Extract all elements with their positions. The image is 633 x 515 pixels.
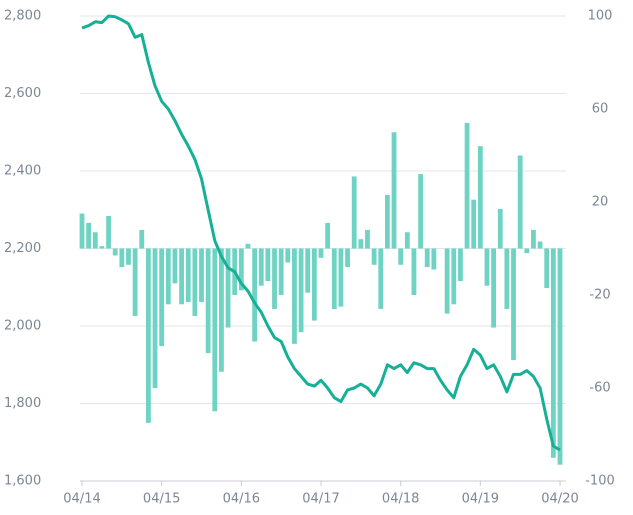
bar	[398, 248, 404, 265]
bar	[531, 229, 536, 249]
bar	[371, 248, 377, 265]
bar	[272, 248, 277, 309]
y-tick-label: 2,600	[4, 86, 41, 101]
bar	[537, 241, 543, 249]
bar	[384, 195, 390, 249]
bar	[471, 199, 477, 249]
y2-tick-label: -20	[589, 288, 610, 303]
bar	[411, 248, 417, 295]
bar	[278, 248, 284, 295]
bar	[145, 248, 151, 423]
y2-tick-label: 100	[588, 9, 613, 24]
y2-tick-label: -100	[585, 474, 615, 489]
bar	[159, 248, 165, 347]
bar	[112, 248, 118, 256]
bar	[431, 248, 437, 270]
bar	[258, 248, 264, 286]
bar	[165, 248, 171, 305]
bar	[338, 248, 344, 307]
bar	[351, 176, 357, 249]
bar	[365, 229, 370, 249]
bar	[285, 248, 291, 263]
bar	[424, 248, 430, 268]
bar	[252, 248, 258, 342]
bar	[358, 239, 364, 249]
bar	[185, 248, 191, 302]
x-tick-label: 04/14	[63, 492, 100, 507]
bar	[219, 248, 224, 372]
bar	[325, 222, 331, 249]
bar	[418, 174, 423, 249]
bar	[458, 248, 463, 282]
bar	[504, 248, 510, 309]
bar	[477, 146, 483, 249]
x-tick-label: 04/16	[223, 492, 260, 507]
bar	[152, 248, 158, 388]
bar	[245, 243, 251, 249]
bar	[305, 248, 311, 293]
x-tick-label: 04/17	[302, 492, 339, 507]
bar	[192, 248, 198, 316]
x-tick-label: 04/18	[382, 492, 419, 507]
bar	[172, 248, 178, 284]
bar	[99, 246, 105, 249]
bar	[404, 232, 410, 249]
bar	[524, 248, 530, 254]
y-tick-label: 2,200	[4, 241, 41, 256]
bar	[79, 213, 85, 249]
bar	[205, 248, 211, 354]
y2-tick-label: 20	[592, 195, 609, 210]
x-tick-label: 04/20	[541, 492, 578, 507]
bar	[464, 122, 470, 249]
bar	[331, 248, 337, 309]
bar	[238, 248, 244, 291]
line	[81, 14, 561, 452]
y-tick-label: 2,800	[4, 9, 41, 24]
bar	[484, 248, 490, 286]
y-tick-label: 2,000	[4, 319, 41, 334]
bar	[444, 248, 450, 314]
y-tick-label: 1,800	[4, 396, 41, 411]
bar	[497, 208, 503, 249]
bar	[212, 248, 218, 412]
bar	[106, 215, 111, 249]
bar	[311, 248, 317, 321]
bar	[491, 248, 497, 328]
bar	[225, 248, 231, 328]
bar	[292, 248, 297, 344]
bar	[511, 248, 516, 361]
bar	[119, 248, 125, 268]
y-tick-label: 1,600	[4, 474, 41, 489]
bar	[86, 222, 92, 249]
bar	[126, 248, 131, 265]
bar	[550, 248, 556, 458]
bar	[391, 132, 397, 249]
bar	[139, 229, 145, 249]
bar	[199, 248, 204, 302]
bar	[298, 248, 304, 333]
bar	[544, 248, 550, 289]
bar	[517, 155, 523, 249]
bar	[132, 248, 138, 316]
bar	[92, 232, 98, 249]
y2-tick-label: 60	[592, 102, 609, 117]
y2-tick-label: -60	[589, 381, 610, 396]
y-tick-label: 2,400	[4, 164, 41, 179]
bar	[378, 248, 384, 309]
bar	[179, 248, 184, 305]
bar	[265, 248, 271, 282]
x-tick-label: 04/15	[143, 492, 180, 507]
x-tick-label: 04/19	[462, 492, 499, 507]
bar	[451, 248, 457, 305]
bar	[345, 248, 350, 268]
bar	[318, 248, 324, 258]
bar	[557, 248, 563, 465]
